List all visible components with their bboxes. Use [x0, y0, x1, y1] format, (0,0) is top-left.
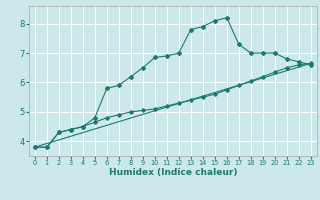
X-axis label: Humidex (Indice chaleur): Humidex (Indice chaleur) [108, 168, 237, 177]
